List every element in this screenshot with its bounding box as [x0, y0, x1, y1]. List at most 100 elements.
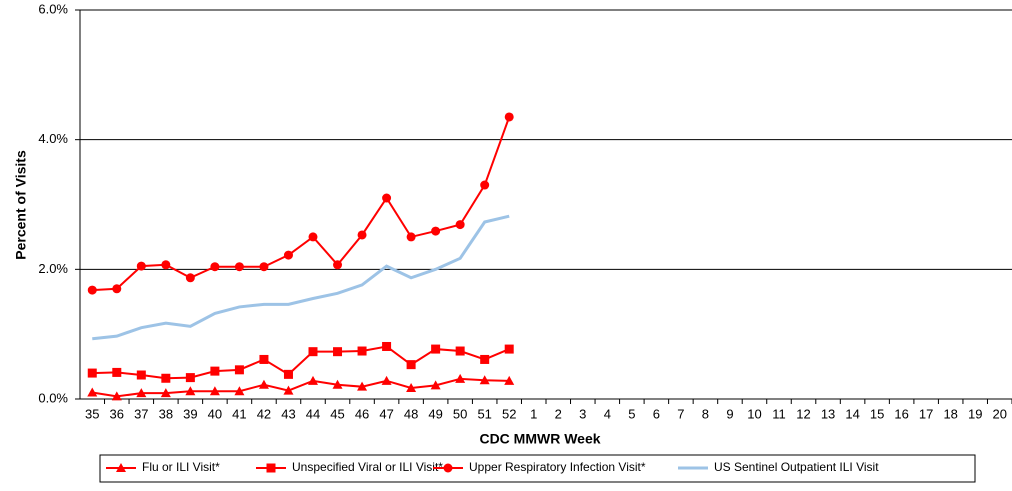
x-tick-label: 35	[85, 406, 99, 421]
data-point	[382, 193, 392, 203]
x-tick-label: 2	[555, 406, 562, 421]
data-point	[234, 386, 245, 396]
data-point	[185, 386, 196, 396]
x-tick-label: 9	[726, 406, 733, 421]
data-point	[480, 354, 490, 364]
x-tick-label: 42	[257, 406, 271, 421]
data-point	[259, 262, 269, 272]
data-point	[112, 284, 122, 294]
data-point	[333, 260, 343, 270]
x-tick-label: 4	[604, 406, 611, 421]
data-point	[87, 387, 98, 397]
x-tick-label: 45	[330, 406, 344, 421]
x-tick-label: 17	[919, 406, 933, 421]
data-point	[406, 382, 417, 392]
x-tick-label: 49	[428, 406, 442, 421]
legend-marker	[116, 463, 126, 472]
data-point	[136, 388, 147, 398]
legend-box	[99, 454, 976, 483]
y-tick-label: 2.0%	[38, 261, 68, 276]
x-tick-label: 14	[845, 406, 859, 421]
data-point	[431, 226, 441, 236]
y-tick-label: 0.0%	[38, 390, 68, 405]
data-point	[479, 375, 490, 385]
data-point	[136, 370, 146, 380]
x-axis-title: CDC MMWR Week	[479, 431, 600, 447]
data-point	[258, 379, 269, 389]
data-point	[381, 375, 392, 385]
x-tick-label: 51	[477, 406, 491, 421]
x-tick-label: 15	[870, 406, 884, 421]
data-point	[431, 344, 441, 354]
series-line	[92, 345, 510, 380]
data-point	[87, 285, 97, 295]
data-point	[234, 365, 244, 375]
x-tick-label: 8	[702, 406, 709, 421]
x-tick-label: 16	[894, 406, 908, 421]
data-point	[283, 369, 293, 379]
legend-label: US Sentinel Outpatient ILI Visit	[714, 460, 879, 474]
x-tick-label: 39	[183, 406, 197, 421]
x-tick-label: 13	[821, 406, 835, 421]
x-tick-label: 7	[677, 406, 684, 421]
data-point	[283, 250, 293, 260]
x-tick-label: 38	[159, 406, 173, 421]
x-tick-label: 12	[796, 406, 810, 421]
data-point	[455, 373, 466, 383]
x-tick-label: 48	[404, 406, 418, 421]
x-tick-label: 20	[993, 406, 1007, 421]
x-tick-label: 52	[502, 406, 516, 421]
data-point	[308, 375, 318, 385]
data-point	[234, 262, 244, 272]
data-point	[504, 344, 514, 354]
data-point	[504, 112, 514, 122]
data-point	[406, 232, 416, 242]
x-tick-label: 3	[579, 406, 586, 421]
x-tick-label: 1	[530, 406, 537, 421]
data-point	[210, 262, 220, 272]
data-point	[357, 230, 367, 240]
x-tick-label: 41	[232, 406, 246, 421]
data-point	[455, 220, 465, 230]
x-tick-label: 11	[772, 406, 786, 421]
x-tick-label: 10	[747, 406, 761, 421]
x-tick-label: 37	[134, 406, 148, 421]
x-tick-label: 5	[628, 406, 635, 421]
data-point	[185, 273, 195, 283]
series-line	[92, 214, 510, 341]
data-point	[333, 347, 343, 357]
data-point	[357, 381, 368, 391]
data-point	[430, 380, 441, 390]
data-point	[357, 346, 367, 356]
data-point	[480, 180, 490, 190]
data-point	[161, 373, 171, 383]
x-tick-label: 18	[943, 406, 957, 421]
data-point	[332, 379, 343, 389]
legend-label: Upper Respiratory Infection Visit*	[469, 460, 646, 474]
x-tick-label: 36	[110, 406, 124, 421]
data-point	[406, 360, 416, 370]
legend-marker	[266, 463, 276, 473]
x-tick-label: 6	[653, 406, 660, 421]
data-point	[455, 346, 465, 356]
data-point	[112, 367, 122, 377]
x-tick-label: 46	[355, 406, 369, 421]
data-point	[209, 386, 220, 396]
legend-marker	[443, 463, 453, 473]
x-tick-label: 47	[379, 406, 393, 421]
data-point	[259, 354, 269, 364]
y-tick-label: 6.0%	[38, 1, 68, 16]
data-point	[382, 341, 392, 351]
y-tick-label: 4.0%	[38, 131, 68, 146]
legend-label: Unspecified Viral or ILI Visit*	[292, 460, 443, 474]
x-tick-label: 40	[208, 406, 222, 421]
data-point	[111, 391, 122, 401]
data-point	[504, 375, 515, 385]
legend-label: Flu or ILI Visit*	[142, 460, 220, 474]
data-point	[87, 368, 97, 378]
data-point	[160, 388, 171, 398]
series-line	[92, 377, 510, 398]
data-point	[308, 347, 318, 357]
x-tick-label: 43	[281, 406, 295, 421]
